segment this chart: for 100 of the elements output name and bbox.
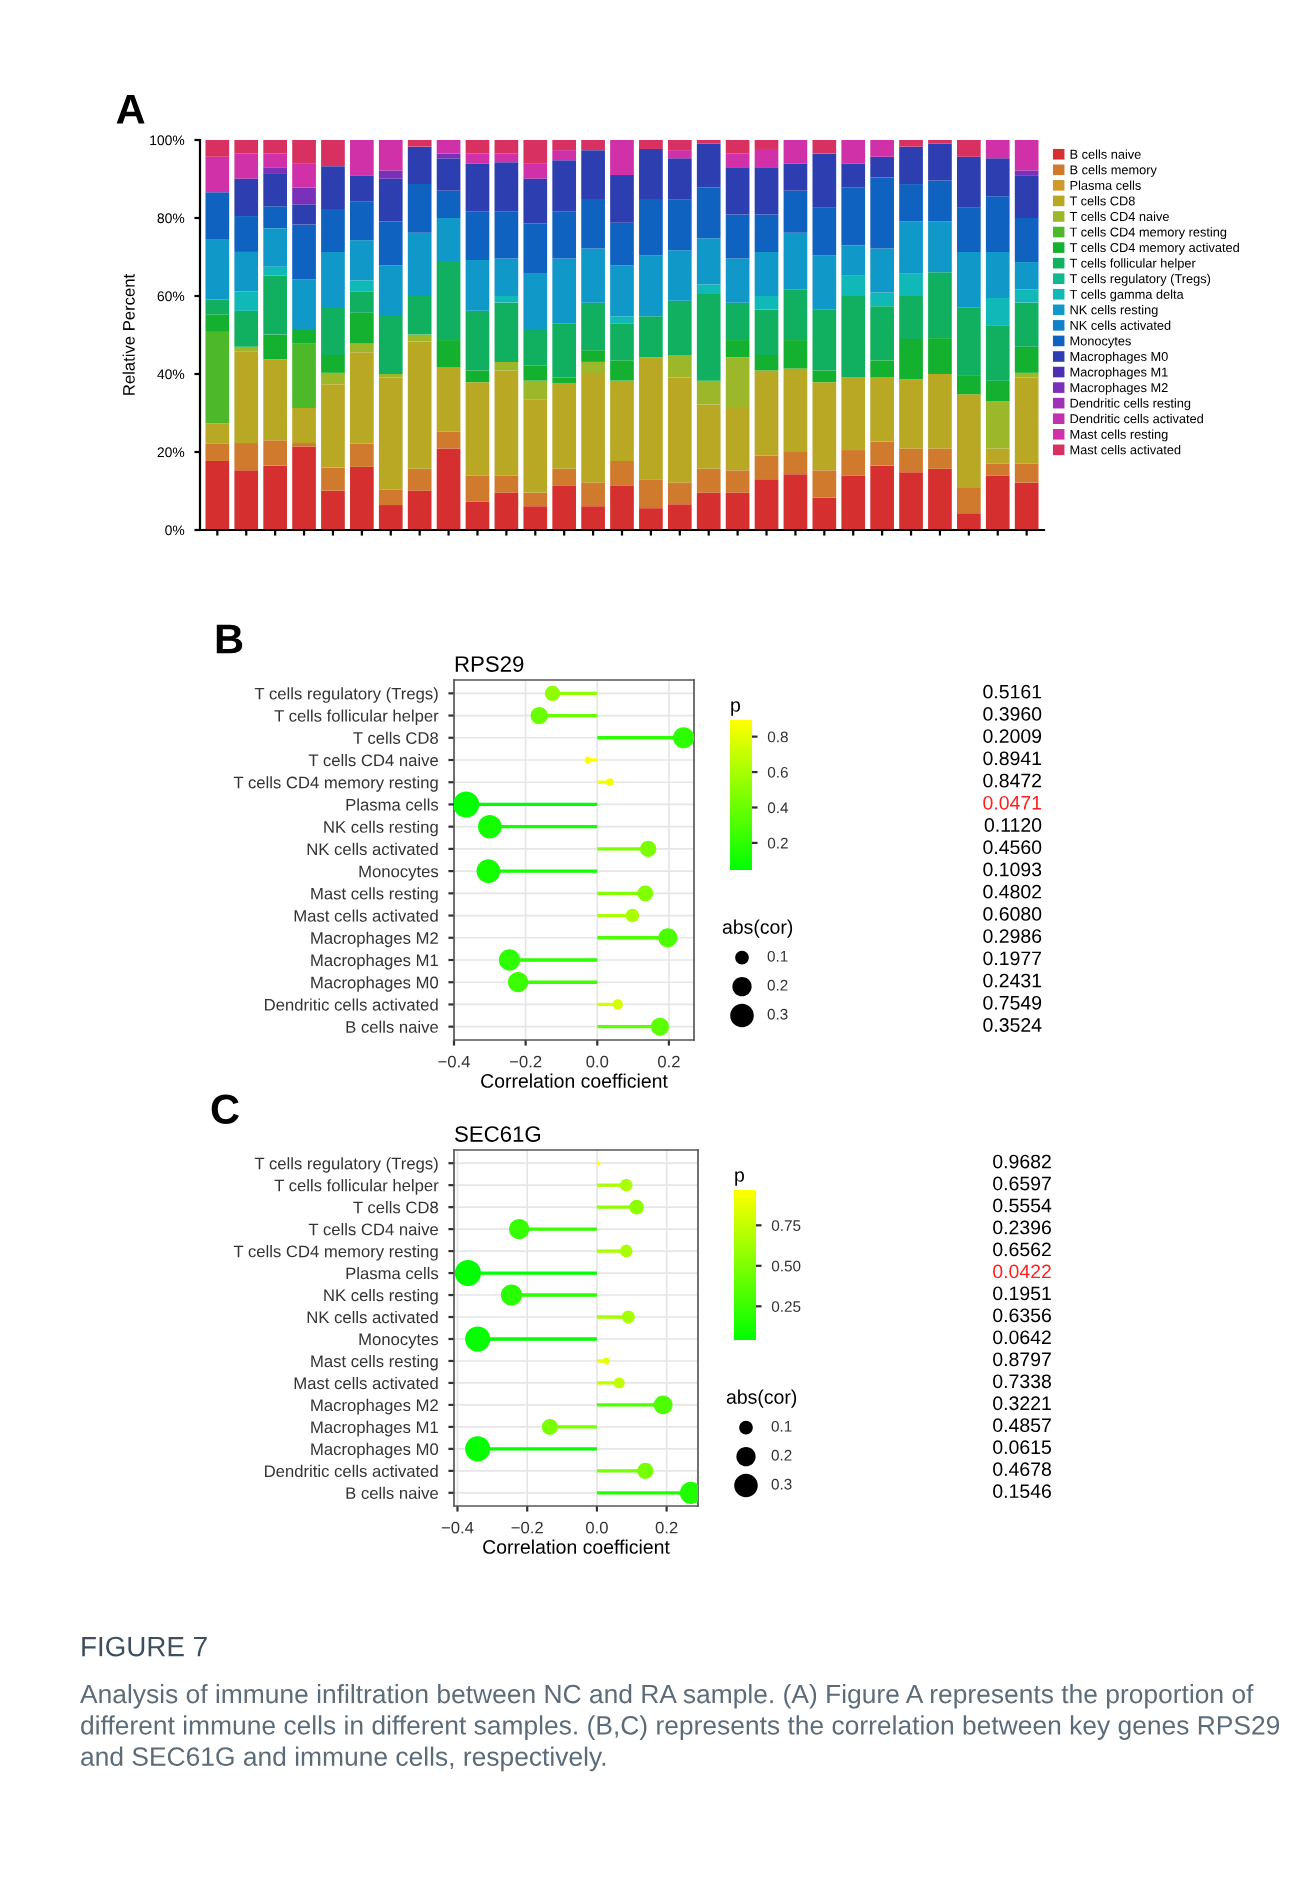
y2-tick-label: 0.2431 xyxy=(983,973,1042,988)
bar xyxy=(812,255,837,310)
bar xyxy=(841,245,866,276)
bar xyxy=(985,325,1010,381)
legend-title: abs(cor) xyxy=(722,919,793,938)
bar xyxy=(263,266,287,276)
bar xyxy=(754,148,779,168)
bar xyxy=(1014,140,1039,171)
y-tick-label: Dendritic cells activated xyxy=(265,998,438,1011)
bar xyxy=(899,379,923,449)
bar xyxy=(841,140,866,164)
x-tick-label: −0.2 xyxy=(511,1521,543,1534)
bar xyxy=(725,153,750,168)
bar xyxy=(696,468,721,493)
bar xyxy=(957,375,981,395)
bar xyxy=(783,289,808,341)
bar xyxy=(696,238,721,285)
bar xyxy=(552,468,577,486)
bar xyxy=(407,341,432,469)
bar xyxy=(263,167,287,174)
bar xyxy=(725,214,750,259)
point xyxy=(640,840,657,857)
bar xyxy=(292,446,316,530)
point xyxy=(658,928,678,948)
bar xyxy=(292,163,316,188)
bar xyxy=(321,251,345,309)
y2-tick-label: 0.1120 xyxy=(984,818,1042,832)
bar xyxy=(639,479,663,509)
y2-tick-label: 0.0422 xyxy=(993,1264,1051,1279)
bar xyxy=(841,475,866,530)
bar xyxy=(205,156,230,193)
bar xyxy=(725,470,750,493)
bar xyxy=(610,323,634,361)
bar xyxy=(292,140,316,164)
bar xyxy=(581,374,605,483)
bar xyxy=(1014,175,1039,218)
bar xyxy=(234,291,259,311)
bar xyxy=(1014,302,1039,347)
bar xyxy=(465,370,490,383)
y2-tick-label: 0.8472 xyxy=(983,773,1042,788)
y-tick-label: Macrophages M0 xyxy=(311,976,439,992)
bar xyxy=(754,140,779,149)
bar xyxy=(812,207,837,256)
bar xyxy=(783,452,808,475)
bar xyxy=(928,448,952,469)
bar xyxy=(783,140,808,164)
bar xyxy=(985,401,1010,449)
bar xyxy=(378,489,403,506)
bar xyxy=(263,359,287,441)
bar xyxy=(696,187,721,239)
y-tick-label: T cells follicular helper xyxy=(274,709,439,726)
bar xyxy=(205,314,230,332)
bar xyxy=(523,492,548,507)
y-tick-label: B cells naive xyxy=(346,1020,438,1033)
bar xyxy=(523,380,548,400)
point xyxy=(621,1310,635,1324)
bar xyxy=(436,158,461,191)
bar xyxy=(321,384,345,468)
bar xyxy=(292,329,316,344)
bar xyxy=(321,308,345,355)
bar xyxy=(234,310,259,347)
bar xyxy=(725,140,750,154)
bar xyxy=(205,460,230,530)
bar xyxy=(494,475,519,493)
bar xyxy=(234,251,259,292)
bar xyxy=(552,377,577,383)
point xyxy=(673,727,694,749)
bar xyxy=(205,140,230,157)
y-tick-label: Mast cells resting xyxy=(311,1354,438,1371)
bar xyxy=(350,175,374,202)
bar xyxy=(985,380,1010,402)
y2-tick-label: 0.0642 xyxy=(993,1330,1051,1345)
bar xyxy=(378,505,403,530)
bar xyxy=(725,258,750,303)
bar xyxy=(523,223,548,274)
y-tick-label: T cells CD8 xyxy=(353,1201,438,1214)
bar xyxy=(581,150,605,199)
bar xyxy=(812,382,837,471)
bar xyxy=(523,329,548,366)
bar xyxy=(870,465,894,530)
y2-tick-label: 0.1951 xyxy=(993,1286,1051,1301)
bar xyxy=(407,184,432,233)
y2-tick-label: 0.0615 xyxy=(993,1440,1051,1455)
bar xyxy=(581,361,605,374)
y-tick-label: Macrophages M0 xyxy=(311,1442,439,1459)
text: B xyxy=(216,624,243,654)
bar xyxy=(407,232,432,296)
bar xyxy=(928,338,952,374)
y-tick-label: T cells CD4 naive xyxy=(308,753,438,767)
bar xyxy=(783,340,808,369)
bar xyxy=(754,251,779,296)
bar xyxy=(234,140,259,154)
y-tick-label: Macrophages M1 xyxy=(311,1420,438,1437)
y-tick-label: B cells naive xyxy=(346,1486,438,1500)
bar xyxy=(870,156,894,178)
bar xyxy=(754,354,779,371)
bar xyxy=(581,350,605,362)
bar xyxy=(1014,482,1039,530)
bar xyxy=(552,258,577,324)
bar xyxy=(350,466,374,530)
